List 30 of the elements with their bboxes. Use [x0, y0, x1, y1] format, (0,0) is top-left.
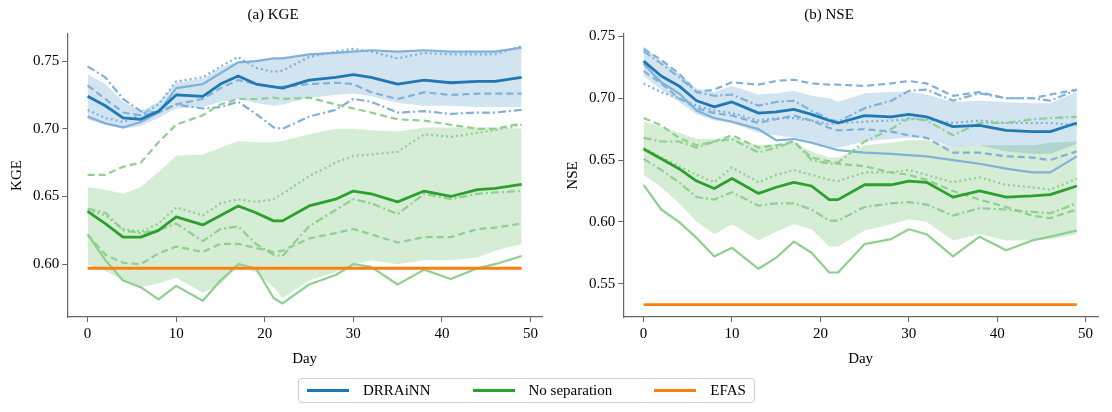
- x-tick-label: 0: [639, 324, 648, 341]
- y-tick-label: 0.55: [589, 274, 616, 291]
- x-tick-label: 30: [901, 324, 917, 341]
- y-tick-label: 0.70: [33, 119, 60, 136]
- y-axis-title: KGE: [7, 160, 24, 191]
- y-tick-label: 0.65: [589, 150, 616, 167]
- x-tick-label: 50: [1078, 324, 1094, 341]
- x-tick-label: 30: [345, 324, 361, 341]
- y-tick-label: 0.60: [589, 212, 616, 229]
- y-tick-label: 0.65: [33, 187, 60, 204]
- chart-title: (a) KGE: [247, 5, 299, 23]
- x-tick-label: 20: [812, 324, 828, 341]
- x-tick-label: 20: [257, 324, 273, 341]
- legend-label: DRRAiNN: [363, 382, 431, 399]
- y-axis-title: NSE: [563, 161, 580, 190]
- x-tick-label: 40: [989, 324, 1005, 341]
- y-tick-label: 0.70: [589, 89, 616, 106]
- x-tick-label: 40: [434, 324, 450, 341]
- x-axis-title: Day: [292, 349, 318, 366]
- y-tick-label: 0.75: [589, 27, 616, 44]
- x-tick-label: 10: [724, 324, 740, 341]
- y-tick-label: 0.75: [33, 52, 60, 69]
- y-tick-label: 0.60: [33, 255, 60, 272]
- x-tick-label: 0: [83, 324, 92, 341]
- x-tick-label: 10: [168, 324, 184, 341]
- legend-label: EFAS: [710, 382, 746, 399]
- x-tick-label: 50: [522, 324, 538, 341]
- legend-label: No separation: [528, 382, 613, 399]
- x-axis-title: Day: [848, 349, 874, 366]
- chart-title: (b) NSE: [804, 5, 854, 23]
